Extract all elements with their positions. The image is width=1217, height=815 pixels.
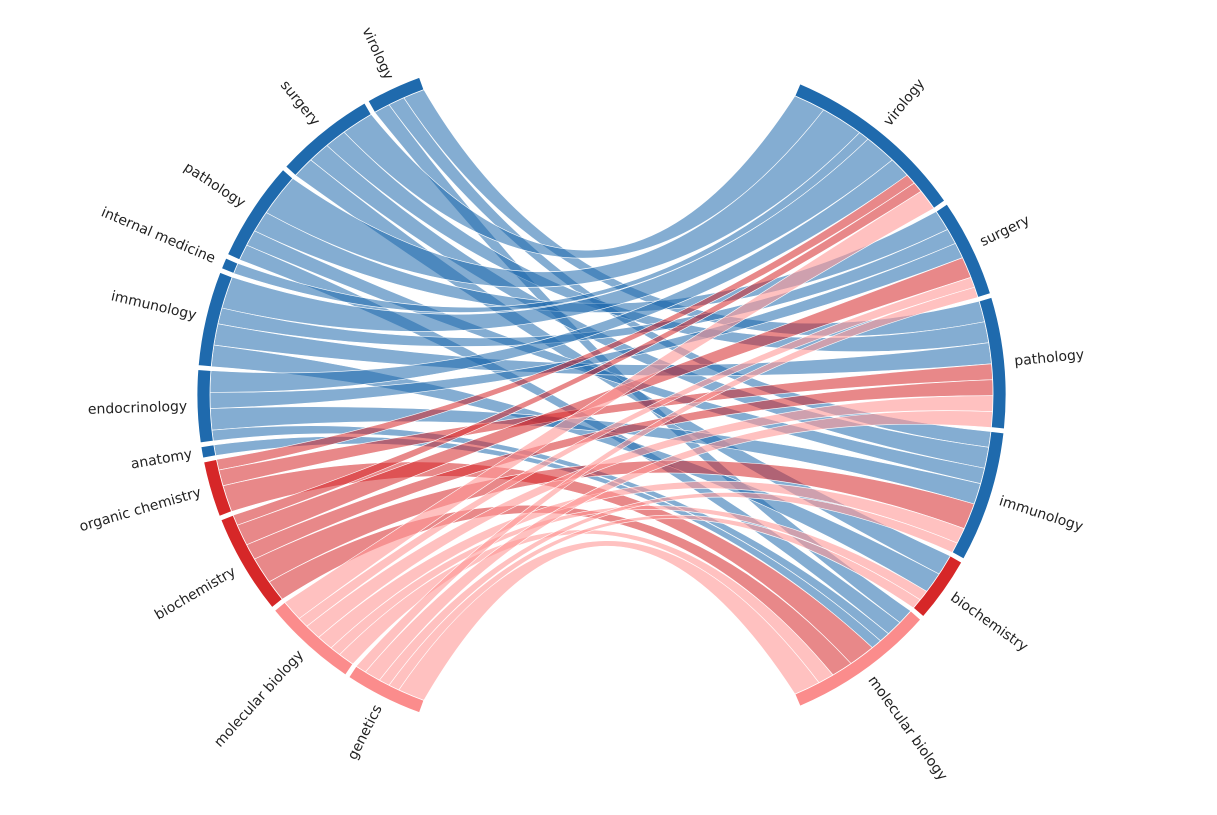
node-label: molecular biology [211, 647, 307, 750]
node-arc [285, 102, 372, 176]
node-arc [912, 555, 963, 618]
node-label: internal medicine [99, 204, 218, 266]
node-arc [200, 444, 217, 459]
node-label: surgery [277, 78, 323, 129]
node-label: virology [358, 25, 396, 82]
node-label: surgery [977, 212, 1032, 250]
node-arc [196, 369, 214, 444]
node-arc [794, 610, 922, 707]
node-arc [220, 514, 283, 608]
node-arc [951, 431, 1005, 560]
node-arc [367, 76, 425, 113]
node-label: anatomy [130, 446, 194, 472]
node-arc [203, 459, 233, 517]
node-label: biochemistry [947, 590, 1030, 656]
node-label: molecular biology [864, 673, 950, 784]
node-label: endocrinology [88, 399, 188, 418]
node-arc [978, 296, 1007, 430]
node-arc [794, 83, 946, 209]
ribbons [209, 89, 994, 701]
node-label: immunology [997, 493, 1085, 535]
node-arc [274, 601, 354, 676]
node-arc [221, 257, 239, 274]
node-label: immunology [109, 288, 197, 323]
node-arc [348, 665, 425, 714]
node-label: pathology [1014, 347, 1085, 370]
node-arc [197, 271, 233, 368]
node-arc [935, 203, 991, 298]
node-label: organic chemistry [78, 485, 203, 536]
node-label: genetics [345, 702, 386, 762]
node-label: biochemistry [152, 564, 239, 624]
node-label: virology [881, 76, 929, 129]
node-label: pathology [181, 159, 248, 211]
node-arc [227, 169, 294, 261]
